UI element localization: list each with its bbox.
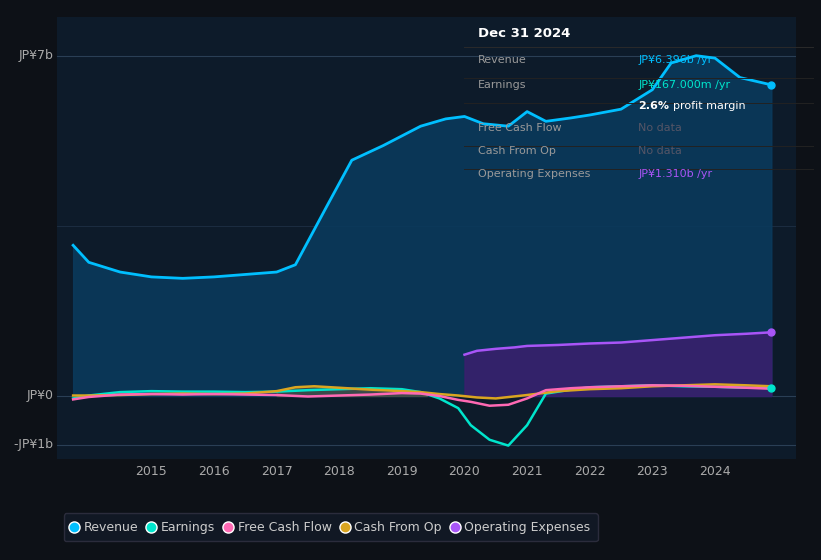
Text: No data: No data: [639, 123, 682, 133]
Legend: Revenue, Earnings, Free Cash Flow, Cash From Op, Operating Expenses: Revenue, Earnings, Free Cash Flow, Cash …: [64, 514, 598, 542]
Text: Revenue: Revenue: [478, 54, 526, 64]
Text: Operating Expenses: Operating Expenses: [478, 169, 590, 179]
Text: profit margin: profit margin: [673, 101, 745, 111]
Text: JP¥7b: JP¥7b: [19, 49, 54, 62]
Text: JP¥6.396b /yr: JP¥6.396b /yr: [639, 54, 713, 64]
Text: Cash From Op: Cash From Op: [478, 146, 556, 156]
Text: JP¥1.310b /yr: JP¥1.310b /yr: [639, 169, 713, 179]
Text: JP¥0: JP¥0: [27, 390, 54, 403]
Text: JP¥167.000m /yr: JP¥167.000m /yr: [639, 80, 731, 90]
Text: No data: No data: [639, 146, 682, 156]
Text: 2.6%: 2.6%: [639, 101, 669, 111]
Text: -JP¥1b: -JP¥1b: [14, 438, 54, 451]
Text: Dec 31 2024: Dec 31 2024: [478, 27, 571, 40]
Text: Earnings: Earnings: [478, 80, 526, 90]
Text: Free Cash Flow: Free Cash Flow: [478, 123, 562, 133]
